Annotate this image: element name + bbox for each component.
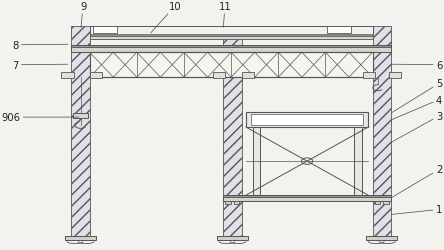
Text: 4: 4 — [392, 95, 442, 120]
Bar — [217, 236, 248, 240]
Text: 906: 906 — [2, 113, 79, 122]
Bar — [90, 27, 373, 39]
Text: 11: 11 — [218, 2, 231, 28]
Bar — [71, 27, 90, 236]
Bar — [90, 53, 373, 78]
Bar — [223, 196, 391, 201]
Bar — [253, 128, 260, 196]
Text: 1: 1 — [392, 204, 442, 214]
Text: 5: 5 — [392, 79, 442, 113]
Bar — [373, 27, 391, 236]
Bar — [242, 73, 254, 78]
Bar — [375, 201, 380, 204]
Bar — [366, 236, 397, 240]
Text: 10: 10 — [151, 2, 181, 34]
Text: 3: 3 — [392, 112, 442, 142]
Bar — [234, 201, 239, 204]
Bar — [93, 27, 117, 34]
Bar — [90, 35, 373, 39]
Text: 9: 9 — [80, 2, 86, 28]
Text: 8: 8 — [12, 40, 68, 50]
Text: 6: 6 — [392, 60, 442, 70]
Bar — [389, 73, 401, 78]
Bar — [213, 73, 226, 78]
Bar — [354, 128, 362, 196]
Bar — [65, 236, 96, 240]
Bar — [223, 27, 242, 236]
Bar — [223, 196, 391, 201]
Bar — [327, 27, 351, 34]
Bar — [363, 73, 375, 78]
Bar — [73, 114, 88, 118]
Text: 2: 2 — [392, 165, 442, 198]
Bar — [71, 46, 391, 53]
Bar — [61, 73, 74, 78]
Text: 7: 7 — [12, 60, 68, 70]
Bar — [251, 115, 363, 125]
Bar — [246, 113, 368, 128]
Bar — [90, 73, 102, 78]
Bar — [71, 46, 391, 53]
Bar — [384, 201, 389, 204]
Bar — [226, 201, 231, 204]
